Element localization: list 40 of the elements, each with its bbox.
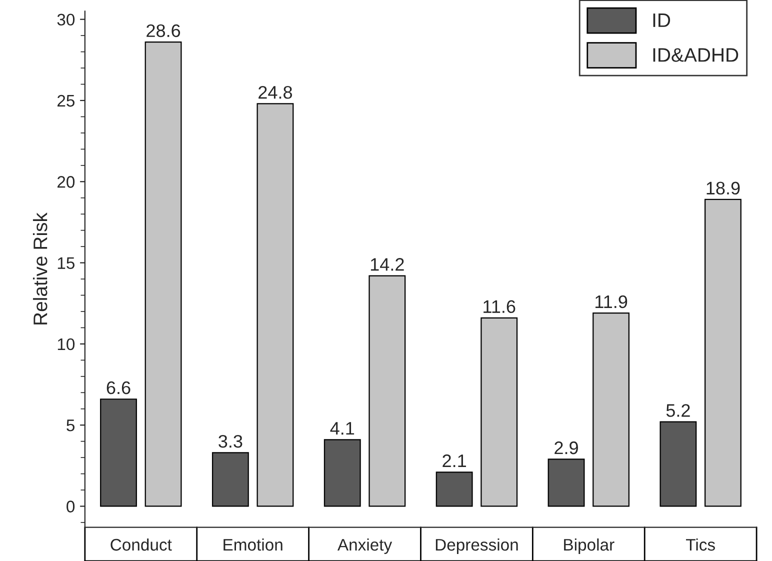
- legend-label: ID: [653, 14, 670, 27]
- x-tick-label: Anxiety: [337, 538, 392, 554]
- data-label: 3.3: [218, 434, 242, 448]
- y-tick-label: 15: [58, 257, 74, 269]
- bar: [592, 312, 630, 507]
- data-label: 18.9: [706, 182, 740, 195]
- data-label: 14.2: [370, 258, 404, 271]
- y-tick-label: 5: [66, 420, 74, 432]
- data-label: 2.9: [554, 441, 578, 454]
- y-tick-label: 20: [58, 176, 75, 188]
- x-tick-label: Conduct: [110, 538, 172, 551]
- bar: [704, 198, 742, 507]
- bar: [480, 317, 518, 507]
- x-tick-label: Depression: [436, 538, 518, 554]
- x-tick-label: Emotion: [224, 538, 282, 551]
- y-tick-label: 10: [58, 338, 75, 350]
- x-tick-label: Bipolar: [564, 538, 614, 554]
- y-tick-label: 25: [58, 94, 74, 107]
- y-tick-label: 0: [66, 500, 75, 512]
- bar: [436, 472, 473, 507]
- bar: [548, 458, 585, 507]
- bar: [212, 452, 249, 507]
- y-tick-label: 30: [57, 14, 75, 26]
- data-label: 4.1: [330, 422, 354, 435]
- y-axis-title: Relative Risk: [32, 212, 48, 324]
- bar: [660, 421, 697, 507]
- bar: [256, 103, 294, 507]
- bar: [144, 42, 182, 507]
- bar: [324, 439, 361, 507]
- data-label: 28.6: [146, 24, 180, 38]
- bar: [100, 398, 137, 507]
- bar: [368, 275, 406, 507]
- data-label: 24.8: [258, 86, 292, 99]
- data-label: 11.6: [484, 300, 516, 314]
- data-label: 11.9: [596, 295, 628, 308]
- data-label: 5.2: [666, 404, 690, 417]
- data-label: 6.6: [106, 381, 130, 394]
- x-tick-label: Tics: [686, 538, 715, 551]
- legend-label: ID&ADHD: [653, 48, 738, 62]
- data-label: 2.1: [442, 454, 466, 468]
